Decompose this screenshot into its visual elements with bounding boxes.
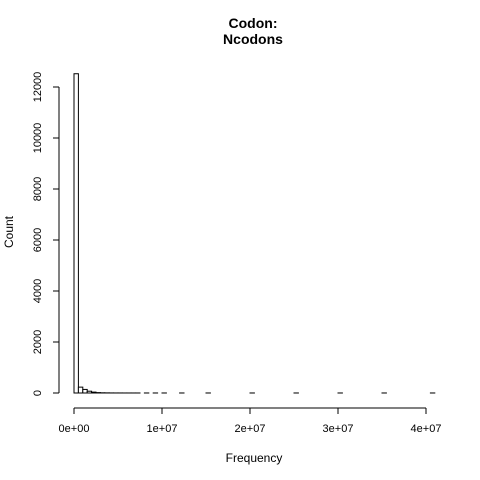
x-tick-label: 4e+07 — [411, 423, 442, 435]
x-tick-label: 2e+07 — [235, 423, 266, 435]
histogram-bar — [73, 73, 79, 394]
x-axis: 0e+00 1e+07 2e+07 3e+07 4e+07 — [59, 407, 442, 435]
y-tick-label: 4000 — [32, 279, 44, 303]
y-tick-label: 8000 — [32, 177, 44, 201]
histogram-bar — [91, 391, 97, 394]
x-tick-label: 1e+07 — [147, 423, 178, 435]
histogram-bar — [77, 386, 84, 394]
chart-title-line2: Ncodons — [223, 31, 283, 47]
chart-title-line1: Codon: — [229, 15, 278, 31]
y-tick-label: 2000 — [32, 330, 44, 354]
x-tick-label: 3e+07 — [323, 423, 354, 435]
x-tick-label: 0e+00 — [59, 423, 90, 435]
histogram-bar — [82, 388, 88, 394]
y-tick-label: 12000 — [32, 72, 44, 103]
y-axis: 0 2000 4000 6000 8000 10000 12000 — [32, 72, 60, 396]
histogram-bar — [86, 390, 93, 394]
y-tick-label: 10000 — [32, 123, 44, 154]
histogram-bars — [73, 73, 436, 394]
y-tick-label: 0 — [32, 390, 44, 396]
y-axis-label: Count — [2, 215, 16, 248]
y-tick-label: 6000 — [32, 228, 44, 252]
x-axis-label: Frequency — [226, 451, 283, 465]
